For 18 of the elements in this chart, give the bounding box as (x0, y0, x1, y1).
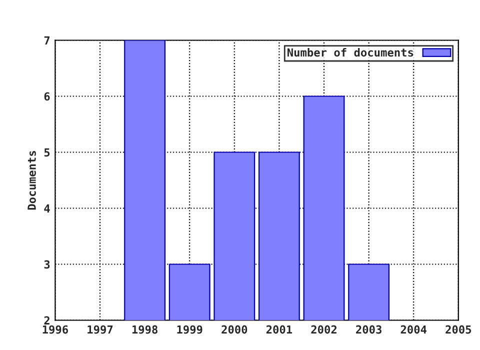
y-tick-label: 6 (44, 92, 50, 101)
y-axis-title: Documents (28, 151, 36, 210)
x-tick-label: 2003 (356, 325, 382, 334)
y-tick-label: 2 (44, 316, 50, 324)
x-tick-label: 1998 (132, 325, 158, 334)
x-tick-label: 1999 (177, 325, 202, 334)
x-tick-label: 2002 (311, 325, 336, 334)
y-tick-label: 3 (44, 260, 50, 269)
x-tick-label: 2004 (400, 325, 426, 334)
x-tick-label: 1996 (42, 325, 68, 334)
y-tick-label: 7 (44, 36, 50, 44)
legend-label: Number of documents (288, 48, 414, 57)
y-tick-label: 4 (44, 204, 50, 212)
x-tick-label: 2001 (266, 325, 292, 334)
x-tick-label: 1997 (88, 325, 113, 334)
x-tick-label: 2005 (446, 325, 472, 334)
y-tick-label: 5 (44, 148, 50, 157)
x-tick-label: 2000 (222, 325, 248, 334)
